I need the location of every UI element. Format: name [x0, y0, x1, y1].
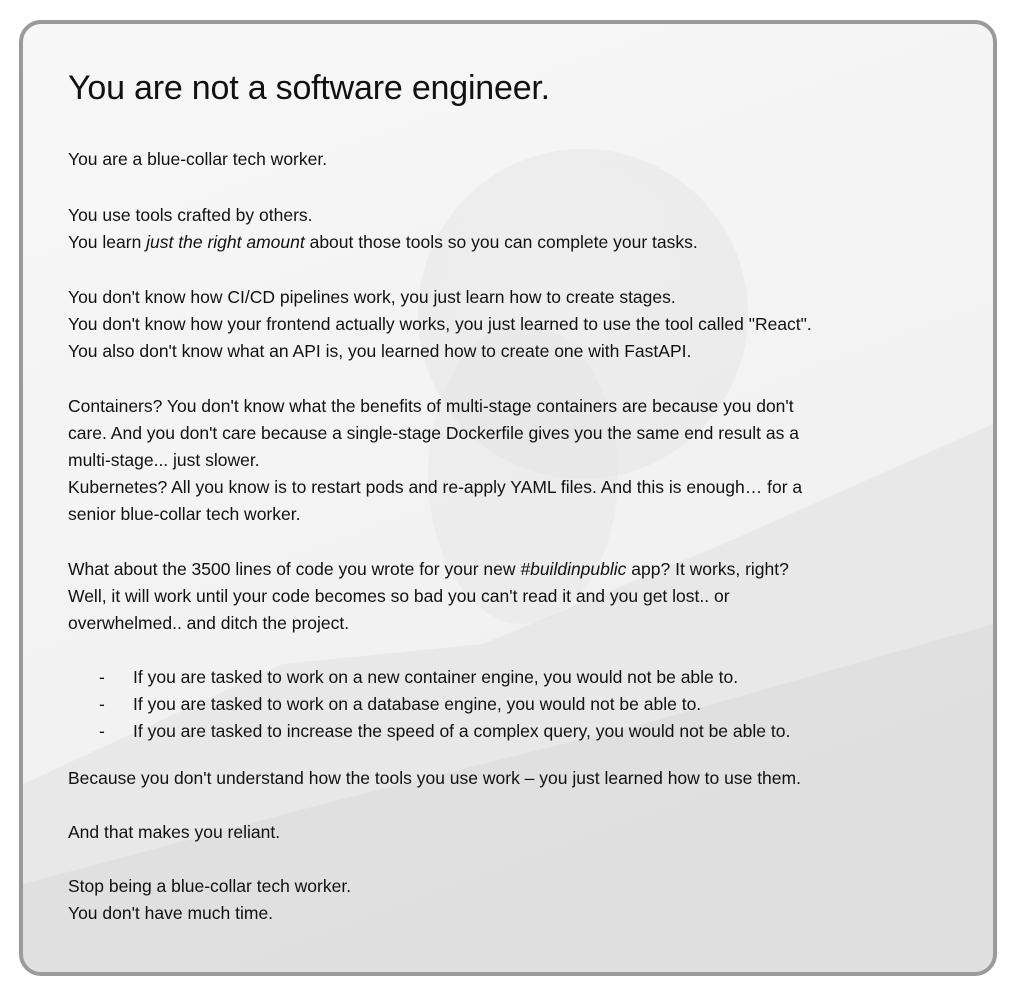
tools-line-2: You learn just the right amount about th… — [68, 229, 698, 256]
code-line-1-post: app? It works, right? — [626, 559, 789, 579]
tools-line-1: You use tools crafted by others. — [68, 205, 313, 225]
list-item-text: If you are tasked to work on a new conta… — [133, 667, 739, 687]
list-item: - If you are tasked to work on a databas… — [68, 691, 948, 718]
page-title: You are not a software engineer. — [68, 69, 550, 107]
code-line-3: overwhelmed.. and ditch the project. — [68, 613, 350, 633]
kubernetes-line-1: Kubernetes? All you know is to restart p… — [68, 477, 803, 497]
time-line: You don't have much time. — [68, 903, 274, 923]
containers-line-1: Containers? You don't know what the bene… — [68, 396, 794, 416]
reliant-line: And that makes you reliant. — [68, 822, 281, 842]
code-line-2: Well, it will work until your code becom… — [68, 586, 730, 606]
intro-line: You are a blue-collar tech worker. — [68, 149, 328, 169]
document-card: You are not a software engineer. You are… — [19, 20, 997, 976]
containers-line-3: multi-stage... just slower. — [68, 450, 260, 470]
list-dash: - — [99, 694, 105, 714]
code-line-1: What about the 3500 lines of code you wr… — [68, 556, 789, 583]
code-line-1-pre: What about the 3500 lines of code you wr… — [68, 559, 521, 579]
dont-know-line-1: You don't know how CI/CD pipelines work,… — [68, 287, 676, 307]
list-item: - If you are tasked to work on a new con… — [68, 664, 948, 691]
list-dash: - — [99, 721, 105, 741]
list-dash: - — [99, 667, 105, 687]
buildinpublic-hashtag: #buildinpublic — [520, 559, 627, 579]
tools-line-2-pre: You learn — [68, 232, 147, 252]
list-item: - If you are tasked to increase the spee… — [68, 718, 948, 745]
stop-line: Stop being a blue-collar tech worker. — [68, 876, 352, 896]
kubernetes-line-2: senior blue-collar tech worker. — [68, 504, 301, 524]
list-item-text: If you are tasked to work on a database … — [133, 694, 702, 714]
tools-line-2-emphasis: just the right amount — [146, 232, 305, 252]
because-line: Because you don't understand how the too… — [68, 768, 801, 788]
containers-line-2: care. And you don't care because a singl… — [68, 423, 799, 443]
list-item-text: If you are tasked to increase the speed … — [133, 721, 791, 741]
dont-know-line-2: You don't know how your frontend actuall… — [68, 314, 812, 334]
tools-line-2-post: about those tools so you can complete yo… — [304, 232, 698, 252]
dont-know-line-3: You also don't know what an API is, you … — [68, 341, 692, 361]
